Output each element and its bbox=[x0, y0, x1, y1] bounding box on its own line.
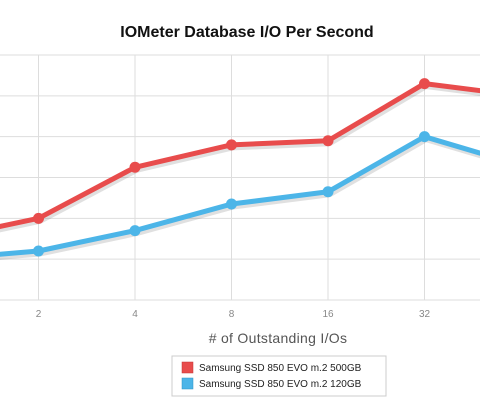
legend-label-500gb: Samsung SSD 850 EVO m.2 500GB bbox=[199, 363, 362, 374]
data-point bbox=[419, 131, 430, 143]
series-layer bbox=[0, 78, 480, 260]
legend-swatch-500gb bbox=[181, 361, 194, 374]
data-point bbox=[322, 186, 334, 198]
chart-title: IOMeter Database I/O Per Second bbox=[120, 24, 373, 41]
data-point bbox=[33, 212, 44, 224]
data-point bbox=[33, 245, 44, 257]
legend: Samsung SSD 850 EVO m.2 500GB Samsung SS… bbox=[171, 355, 387, 397]
series-0 bbox=[0, 78, 480, 233]
legend-box bbox=[171, 355, 387, 397]
x-tick-label: 4 bbox=[132, 309, 138, 320]
data-point bbox=[226, 198, 237, 210]
x-axis-label: # of Outstanding I/Os bbox=[209, 330, 348, 346]
series-1 bbox=[0, 131, 480, 260]
data-point bbox=[226, 139, 237, 151]
x-tick-label: 32 bbox=[419, 309, 431, 320]
legend-swatch-120gb bbox=[181, 377, 194, 390]
legend-label-120gb: Samsung SSD 850 EVO m.2 120GB bbox=[199, 379, 362, 390]
grid bbox=[0, 54, 480, 301]
data-point bbox=[129, 225, 141, 237]
x-tick-label: 16 bbox=[322, 309, 334, 320]
x-tick-label: 2 bbox=[36, 309, 42, 320]
x-tick-label: 8 bbox=[229, 309, 235, 320]
series-line bbox=[0, 81, 480, 230]
x-axis-ticks: 2 4 8 16 32 bbox=[36, 309, 431, 320]
data-point bbox=[129, 161, 141, 173]
data-point bbox=[419, 78, 430, 90]
data-point bbox=[322, 135, 334, 147]
